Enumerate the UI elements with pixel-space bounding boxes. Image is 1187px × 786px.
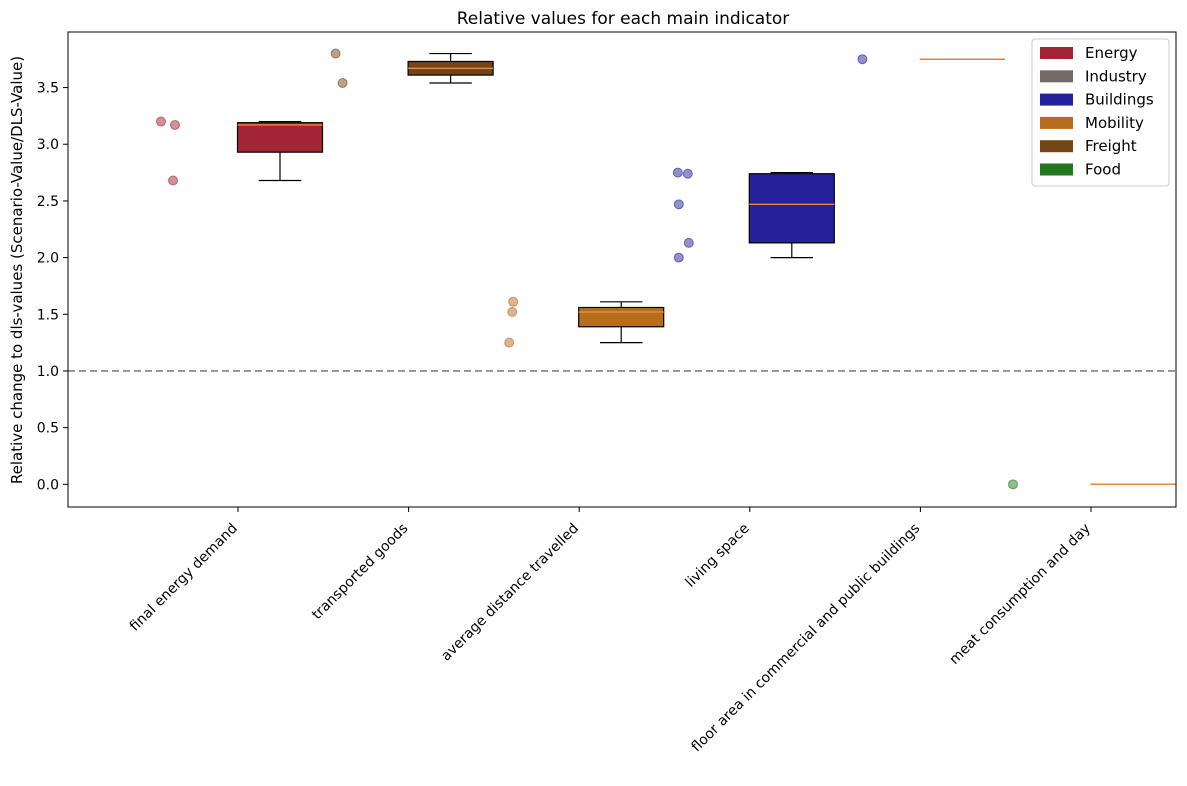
chart-title: Relative values for each main indicator <box>457 9 790 29</box>
data-point <box>508 296 519 307</box>
legend-swatch-industry <box>1040 70 1073 83</box>
legend-swatch-freight <box>1040 140 1073 153</box>
y-tick-label: 0.0 <box>37 477 59 493</box>
legend-label: Industry <box>1085 67 1147 85</box>
data-point <box>170 119 180 130</box>
legend-label: Mobility <box>1085 114 1144 132</box>
data-point <box>156 116 166 127</box>
data-point <box>504 337 515 348</box>
box-2 <box>578 306 665 328</box>
data-point <box>168 175 178 186</box>
y-axis-ticks: 0.0 0.5 1.0 1.5 2.0 2.5 3.0 3.5 <box>37 81 68 493</box>
legend-label: Buildings <box>1085 91 1154 109</box>
y-tick-label: 2.5 <box>37 194 59 210</box>
y-tick-label: 2.0 <box>37 251 59 267</box>
box-3 <box>748 173 835 244</box>
data-point <box>673 252 684 263</box>
x-tick-label: living space <box>682 521 752 591</box>
x-tick-label: meat consumption and day <box>946 521 1093 668</box>
data-point <box>857 54 868 65</box>
data-point <box>672 167 683 178</box>
data-point <box>337 78 348 89</box>
legend-swatch-energy <box>1040 47 1073 59</box>
legend-swatch-buildings <box>1040 93 1073 106</box>
box-0 <box>236 122 324 153</box>
y-tick-label: 3.5 <box>37 81 59 97</box>
y-tick-label: 3.0 <box>37 137 59 153</box>
x-axis-ticks: final energy demand transported goods aver… <box>127 507 1094 755</box>
x-tick-label: average distance travelled <box>438 521 582 665</box>
y-tick-label: 1.5 <box>37 307 59 323</box>
data-point <box>682 168 693 179</box>
x-tick-label: final energy demand <box>127 521 241 635</box>
data-point <box>683 237 694 248</box>
scatter-points <box>156 48 1018 490</box>
y-axis-label: Relative change to dls-values (Scenario-… <box>8 56 26 484</box>
y-tick-label: 1.0 <box>37 364 59 380</box>
legend-label: Energy <box>1085 44 1138 62</box>
x-tick-label: transported goods <box>309 521 411 623</box>
y-tick-label: 0.5 <box>37 421 59 437</box>
plot-frame <box>67 31 1177 508</box>
legend-label: Freight <box>1085 137 1137 155</box>
legend-swatch-mobility <box>1040 116 1073 129</box>
data-point <box>1008 479 1018 490</box>
legend-swatch-food <box>1040 163 1073 176</box>
legend-label: Food <box>1085 161 1121 179</box>
data-point <box>330 48 341 59</box>
data-point <box>507 307 518 318</box>
data-point <box>673 199 684 210</box>
legend: Energy Industry Buildings Mobility Freight Fo… <box>1031 38 1170 187</box>
boxes <box>236 52 1176 486</box>
